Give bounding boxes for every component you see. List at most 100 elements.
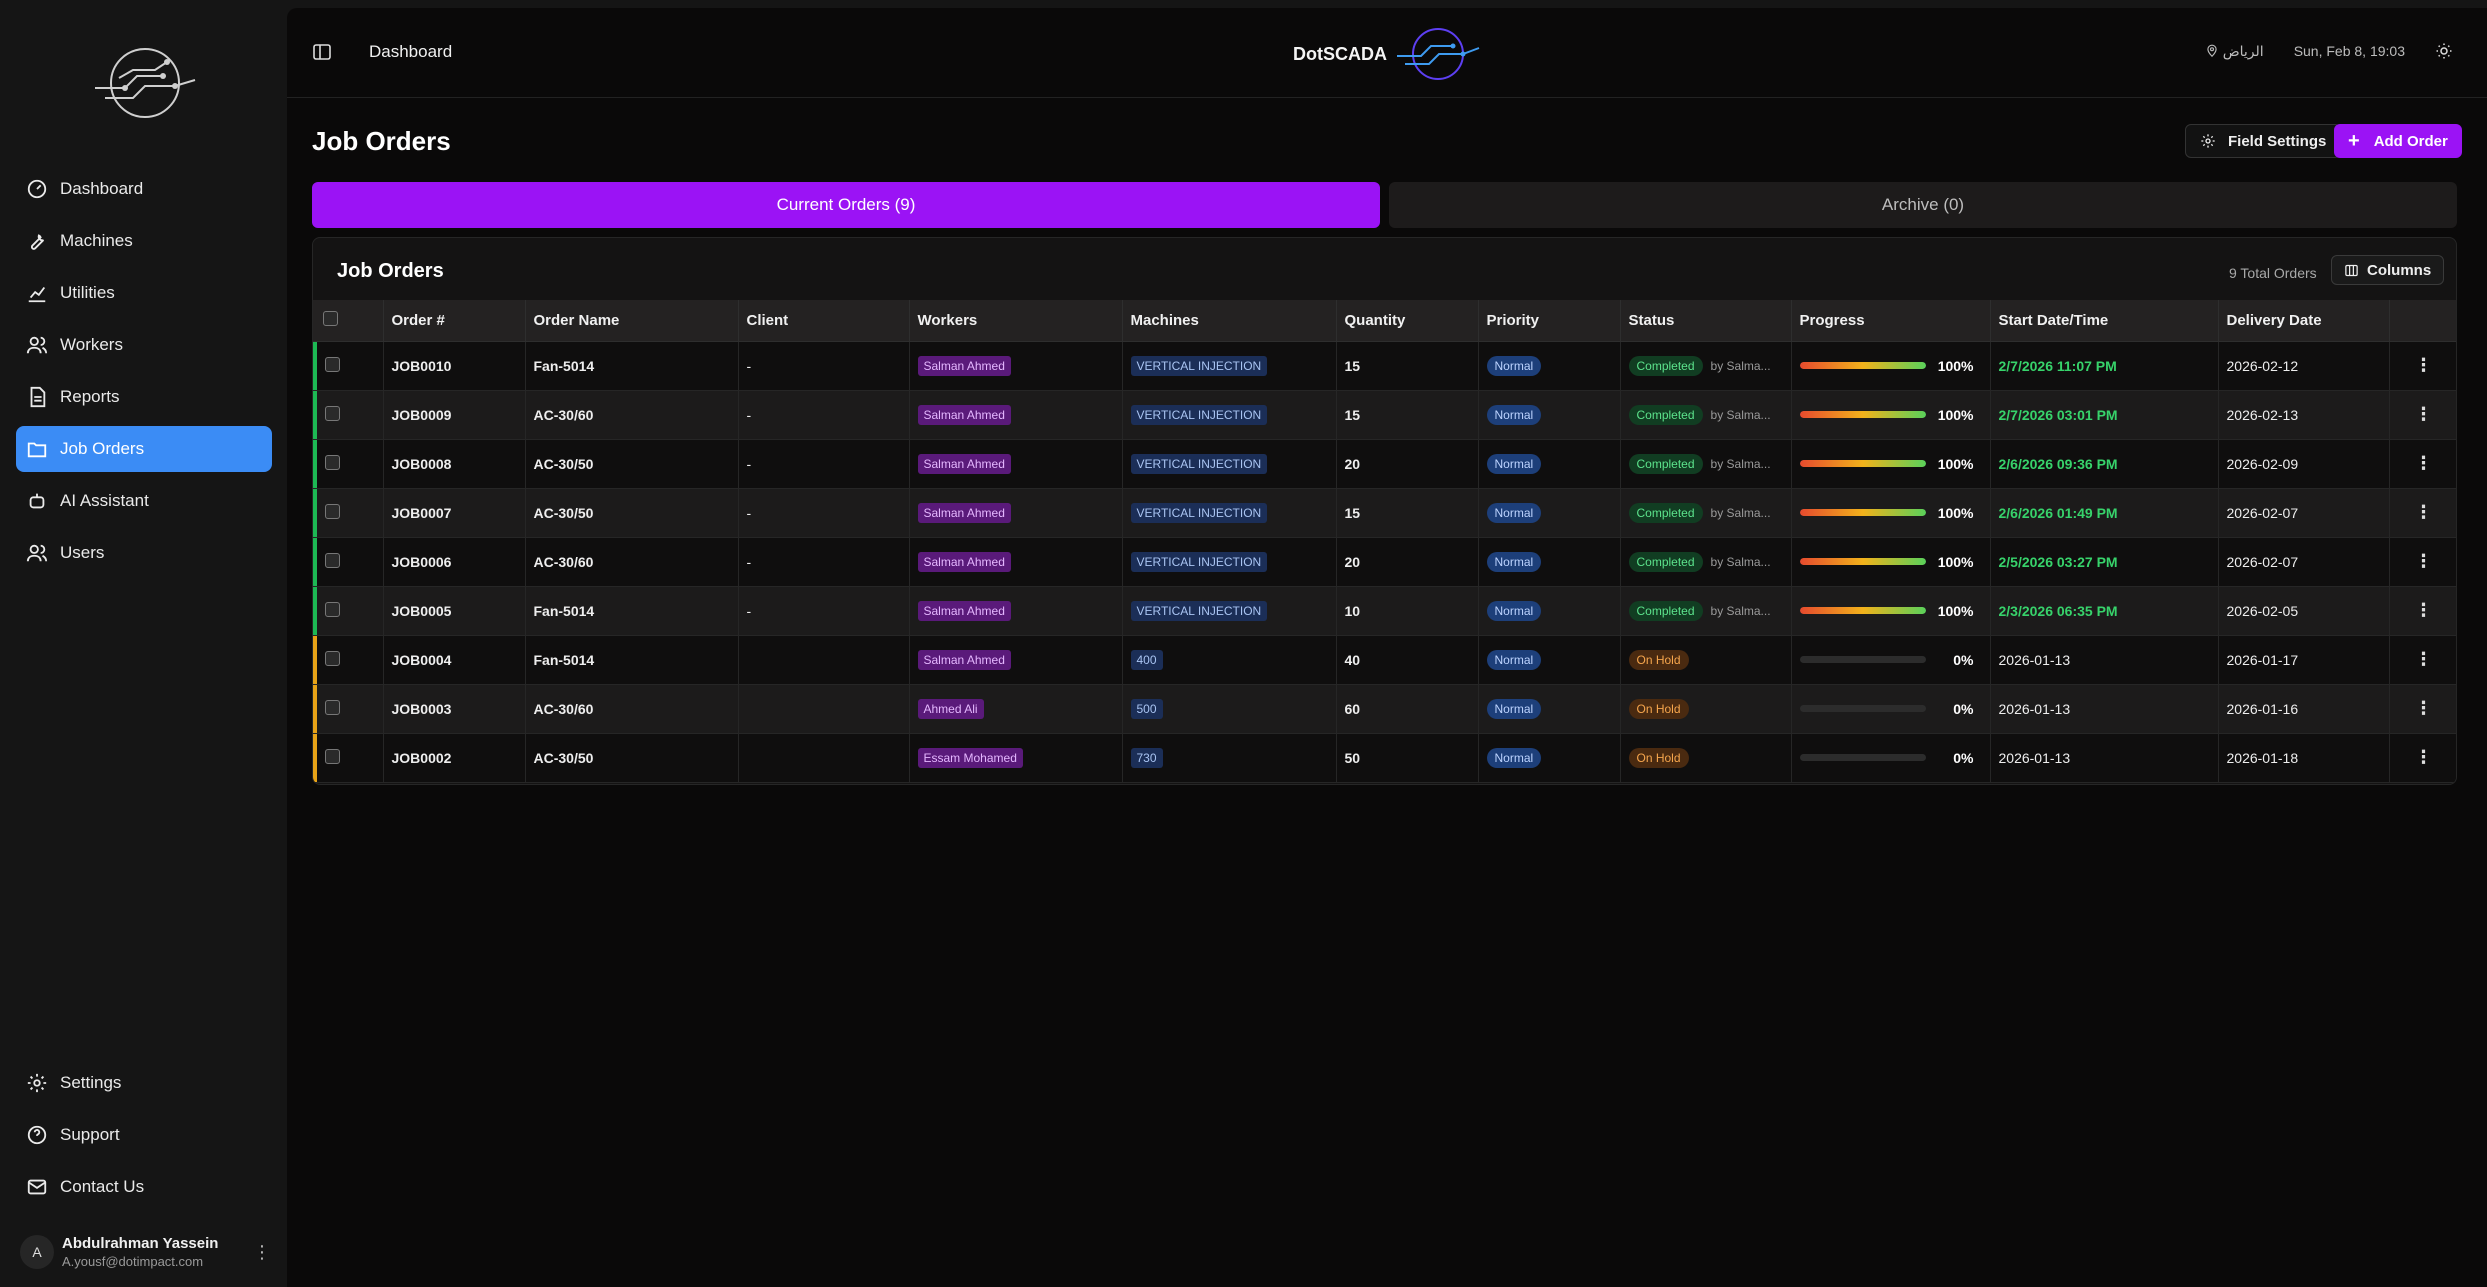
sidebar-toggle-icon[interactable] xyxy=(312,42,332,62)
order-number[interactable]: JOB0010 xyxy=(383,341,526,391)
progress-fill xyxy=(1799,460,1926,467)
order-number[interactable]: JOB0002 xyxy=(383,733,526,783)
sidebar-item-label: Workers xyxy=(60,335,123,354)
column-header[interactable]: Priority xyxy=(1478,300,1621,342)
table-row[interactable]: JOB0006 AC-30/60- Salman Ahmed VERTICAL INJ… xyxy=(313,537,2456,587)
sidebar-item-support[interactable]: Support xyxy=(16,1112,272,1158)
column-header[interactable]: Status xyxy=(1620,300,1792,342)
priority-badge: Normal xyxy=(1486,600,1542,621)
machine-tag: VERTICAL INJECTION xyxy=(1130,355,1268,376)
add-order-button[interactable]: + Add Order xyxy=(2334,124,2462,158)
field-settings-button[interactable]: Field Settings xyxy=(2185,124,2342,158)
table-row[interactable]: JOB0002 AC-30/50 Essam Mohamed 730 50 Normal O… xyxy=(313,733,2456,783)
tab-archive[interactable]: Archive (0) xyxy=(1389,182,2457,228)
client xyxy=(738,635,910,685)
column-header[interactable]: Delivery Date xyxy=(2218,300,2390,342)
order-number[interactable]: JOB0003 xyxy=(383,684,526,734)
avatar: A xyxy=(20,1235,54,1269)
row-actions-menu-icon[interactable]: ⋮ xyxy=(2389,586,2456,636)
progress: 100% xyxy=(1799,456,1990,472)
sidebar-item-ai-assistant[interactable]: AI Assistant xyxy=(16,478,272,524)
sidebar-item-users[interactable]: Users xyxy=(16,530,272,576)
progress-percent: 0% xyxy=(1953,651,1974,668)
progress: 100% xyxy=(1799,358,1990,374)
table-row[interactable]: JOB0009 AC-30/60- Salman Ahmed VERTICAL INJ… xyxy=(313,390,2456,440)
sidebar-item-settings[interactable]: Settings xyxy=(16,1060,272,1106)
breadcrumb[interactable]: Dashboard xyxy=(369,42,453,61)
delivery-date: 2026-02-12 xyxy=(2218,341,2390,391)
table-row[interactable]: JOB0005 Fan-5014- Salman Ahmed VERTICAL INJ… xyxy=(313,586,2456,636)
order-number[interactable]: JOB0004 xyxy=(383,635,526,685)
sidebar-item-dashboard[interactable]: Dashboard xyxy=(16,166,272,212)
order-number[interactable]: JOB0009 xyxy=(383,390,526,440)
column-header[interactable]: Machines xyxy=(1122,300,1337,342)
table-row[interactable]: JOB0004 Fan-5014 Salman Ahmed 400 40 Normal On… xyxy=(313,635,2456,685)
location-text: الرياض xyxy=(2222,42,2264,59)
tab-current-orders[interactable]: Current Orders (9) xyxy=(312,182,1380,228)
row-actions-menu-icon[interactable]: ⋮ xyxy=(2389,390,2456,440)
plus-icon: + xyxy=(2348,130,2360,152)
table-row[interactable]: JOB0003 AC-30/60 Ahmed Ali 500 60 Normal On Ho… xyxy=(313,684,2456,734)
sidebar-item-label: Contact Us xyxy=(60,1177,145,1196)
column-header[interactable]: Order Name xyxy=(525,300,739,342)
status-badge: Completed xyxy=(1628,453,1703,474)
user-profile[interactable]: A Abdulrahman Yassein A.yousf@dotimpact.… xyxy=(20,1230,272,1274)
column-header[interactable]: Client xyxy=(738,300,910,342)
order-name: AC-30/60 xyxy=(525,537,739,587)
table-body: JOB0010 Fan-5014- Salman Ahmed VERTICAL INJ… xyxy=(313,341,2456,783)
topbar: Dashboard DotSCADA الرياض Sun, Feb 8, 19… xyxy=(287,8,2487,98)
progress-track xyxy=(1799,558,1926,565)
row-actions-menu-icon[interactable]: ⋮ xyxy=(2389,635,2456,685)
delivery-date: 2026-02-13 xyxy=(2218,390,2390,440)
row-checkbox[interactable] xyxy=(325,699,340,715)
row-checkbox[interactable] xyxy=(325,601,340,617)
select-all-checkbox[interactable] xyxy=(323,310,338,326)
theme-toggle-icon[interactable] xyxy=(2435,42,2453,60)
quantity: 15 xyxy=(1336,488,1479,538)
row-checkbox[interactable] xyxy=(325,748,340,764)
row-checkbox[interactable] xyxy=(325,552,340,568)
sidebar-item-workers[interactable]: Workers xyxy=(16,322,272,368)
order-number[interactable]: JOB0006 xyxy=(383,537,526,587)
sidebar-item-machines[interactable]: Machines xyxy=(16,218,272,264)
row-actions-menu-icon[interactable]: ⋮ xyxy=(2389,684,2456,734)
sidebar-item-job-orders[interactable]: Job Orders xyxy=(16,426,272,472)
dotscada-logo-icon xyxy=(95,48,196,118)
column-header[interactable]: Start Date/Time xyxy=(1990,300,2219,342)
column-header[interactable]: Order # xyxy=(383,300,526,342)
user-menu-icon[interactable]: ⋮ xyxy=(253,1241,271,1262)
order-number[interactable]: JOB0008 xyxy=(383,439,526,489)
columns-button[interactable]: Columns xyxy=(2331,255,2445,285)
progress-track xyxy=(1799,607,1926,614)
table-row[interactable]: JOB0007 AC-30/50- Salman Ahmed VERTICAL INJ… xyxy=(313,488,2456,538)
row-actions-menu-icon[interactable]: ⋮ xyxy=(2389,341,2456,391)
datetime: Sun, Feb 8, 19:03 xyxy=(2293,43,2405,59)
gear-icon xyxy=(27,1073,47,1093)
table-row[interactable]: JOB0010 Fan-5014- Salman Ahmed VERTICAL INJ… xyxy=(313,341,2456,391)
delivery-date: 2026-01-18 xyxy=(2218,733,2390,783)
row-checkbox[interactable] xyxy=(325,503,340,519)
column-header[interactable]: Quantity xyxy=(1336,300,1479,342)
column-header[interactable]: Progress xyxy=(1791,300,1991,342)
sidebar-item-utilities[interactable]: Utilities xyxy=(16,270,272,316)
order-number[interactable]: JOB0005 xyxy=(383,586,526,636)
total-orders-count: 9 Total Orders xyxy=(2229,265,2317,281)
table-row[interactable]: JOB0008 AC-30/50- Salman Ahmed VERTICAL INJ… xyxy=(313,439,2456,489)
row-actions-menu-icon[interactable]: ⋮ xyxy=(2389,733,2456,783)
row-checkbox[interactable] xyxy=(325,650,340,666)
row-checkbox[interactable] xyxy=(325,454,340,470)
row-actions-menu-icon[interactable]: ⋮ xyxy=(2389,537,2456,587)
row-checkbox[interactable] xyxy=(325,356,340,372)
row-actions-menu-icon[interactable]: ⋮ xyxy=(2389,488,2456,538)
sidebar-bottom-nav: Settings Support Contact Us xyxy=(16,1060,272,1216)
column-header[interactable]: Workers xyxy=(909,300,1123,342)
worker-tag: Salman Ahmed xyxy=(917,355,1011,376)
order-number[interactable]: JOB0007 xyxy=(383,488,526,538)
row-checkbox[interactable] xyxy=(325,405,340,421)
sidebar-item-reports[interactable]: Reports xyxy=(16,374,272,420)
delivery-date: 2026-02-07 xyxy=(2218,537,2390,587)
map-pin-icon xyxy=(2207,44,2217,58)
order-name: AC-30/50 xyxy=(525,488,739,538)
sidebar-item-contact-us[interactable]: Contact Us xyxy=(16,1164,272,1210)
row-actions-menu-icon[interactable]: ⋮ xyxy=(2389,439,2456,489)
